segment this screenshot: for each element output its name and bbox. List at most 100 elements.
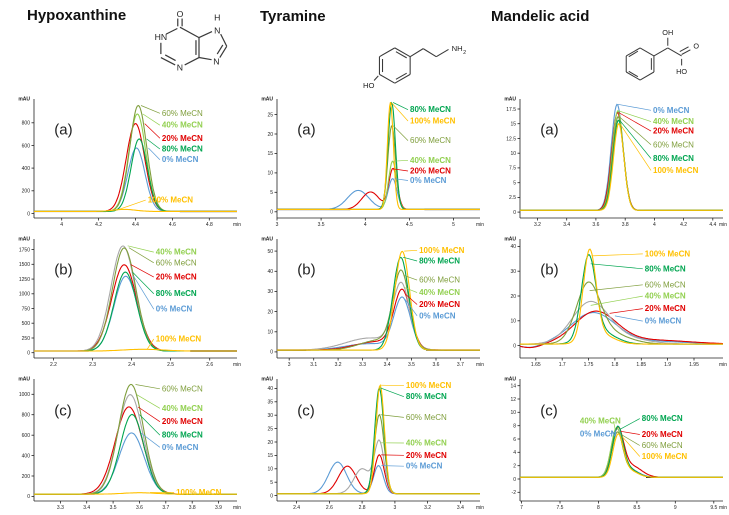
svg-text:80% MeCN: 80% MeCN	[419, 257, 460, 266]
svg-text:1.95: 1.95	[689, 362, 699, 368]
atom-label-n7: N	[214, 25, 220, 35]
svg-text:20: 20	[267, 309, 273, 315]
svg-text:(c): (c)	[540, 403, 558, 420]
svg-text:40% MeCN: 40% MeCN	[156, 248, 197, 257]
svg-text:mAU: mAU	[261, 377, 273, 383]
svg-text:3.1: 3.1	[310, 362, 317, 368]
svg-text:(b): (b)	[54, 262, 72, 279]
svg-text:40% MeCN: 40% MeCN	[645, 292, 686, 301]
svg-text:1.65: 1.65	[531, 362, 541, 368]
svg-text:4.2: 4.2	[95, 222, 102, 228]
svg-text:4: 4	[513, 450, 516, 456]
svg-text:80% MeCN: 80% MeCN	[645, 264, 686, 273]
svg-text:20% MeCN: 20% MeCN	[162, 134, 203, 143]
svg-text:3.4: 3.4	[83, 505, 90, 511]
svg-text:mAU: mAU	[504, 237, 516, 243]
svg-text:10: 10	[510, 319, 516, 325]
svg-text:0% MeCN: 0% MeCN	[410, 176, 447, 185]
svg-text:0% MeCN: 0% MeCN	[645, 317, 682, 326]
svg-text:30: 30	[510, 269, 516, 275]
svg-text:3.2: 3.2	[424, 505, 431, 511]
svg-text:2.4: 2.4	[293, 505, 300, 511]
atom-label-nh: NH	[452, 44, 463, 53]
svg-text:60% MeCN: 60% MeCN	[406, 413, 447, 422]
svg-text:15: 15	[510, 122, 516, 128]
atom-label-ho: HO	[363, 81, 375, 90]
atom-label-n1: HN	[155, 32, 168, 42]
atom-label-n3: N	[177, 63, 183, 73]
svg-text:0: 0	[513, 343, 516, 349]
svg-text:0: 0	[270, 210, 273, 216]
svg-text:20% MeCN: 20% MeCN	[419, 300, 460, 309]
svg-text:1000: 1000	[19, 392, 30, 398]
compound-title-mandelic-acid: Mandelic acid	[491, 8, 590, 25]
svg-text:0% MeCN: 0% MeCN	[580, 429, 617, 438]
svg-text:20: 20	[267, 132, 273, 138]
compound-title-hypoxanthine: Hypoxanthine	[27, 7, 127, 24]
svg-text:1.8: 1.8	[611, 362, 618, 368]
svg-text:0% MeCN: 0% MeCN	[162, 443, 199, 452]
svg-text:3.8: 3.8	[189, 505, 196, 511]
svg-text:4.6: 4.6	[169, 222, 176, 228]
svg-text:20% MeCN: 20% MeCN	[162, 417, 203, 426]
svg-text:2.8: 2.8	[359, 505, 366, 511]
chromatogram-tyramine-a: 3 3.5 4 4.5 5 0 5 10 15 20 25 mAU min 80% MeCN 100% Me…	[261, 97, 484, 229]
svg-text:2: 2	[513, 464, 516, 470]
svg-text:4.2: 4.2	[680, 222, 687, 228]
svg-text:60% MeCN: 60% MeCN	[410, 136, 451, 145]
svg-text:5: 5	[270, 480, 273, 486]
compound-title-tyramine: Tyramine	[260, 8, 326, 25]
svg-text:40% MeCN: 40% MeCN	[162, 121, 203, 130]
svg-text:0: 0	[513, 210, 516, 216]
svg-text:20% MeCN: 20% MeCN	[653, 127, 694, 136]
svg-text:3.4: 3.4	[563, 222, 570, 228]
svg-text:8.5: 8.5	[633, 505, 640, 511]
svg-text:3.9: 3.9	[215, 505, 222, 511]
svg-text:12: 12	[510, 397, 516, 403]
svg-text:30: 30	[267, 289, 273, 295]
svg-text:40: 40	[267, 386, 273, 392]
chromatogram-tyramine-b: 3 3.1 3.2 3.3 3.4 3.5 3.6 3.7 0 10 20 30 40 50 mAU min 1…	[261, 237, 484, 369]
svg-text:4: 4	[60, 222, 63, 228]
svg-text:6: 6	[513, 437, 516, 443]
svg-text:750: 750	[22, 306, 31, 312]
svg-text:min: min	[719, 362, 727, 368]
svg-text:3: 3	[288, 362, 291, 368]
svg-text:400: 400	[22, 166, 31, 172]
chromatogram-hypoxanthine-c: 3.3 3.4 3.5 3.6 3.7 3.8 3.9 0 200 400 600 800 1000 mA…	[18, 377, 241, 512]
svg-text:40% MeCN: 40% MeCN	[162, 404, 203, 413]
svg-text:4.4: 4.4	[709, 222, 716, 228]
atom-label-ho: HO	[676, 67, 687, 76]
svg-text:1250: 1250	[19, 277, 30, 283]
svg-text:3.3: 3.3	[57, 505, 64, 511]
svg-text:0: 0	[513, 477, 516, 483]
svg-text:3.5: 3.5	[408, 362, 415, 368]
svg-text:60% MeCN: 60% MeCN	[162, 384, 203, 393]
atom-label-nh-sub: 2	[463, 50, 466, 56]
svg-text:60% MeCN: 60% MeCN	[653, 140, 694, 149]
svg-text:40% MeCN: 40% MeCN	[580, 417, 621, 426]
svg-text:3.2: 3.2	[335, 362, 342, 368]
svg-text:15: 15	[267, 151, 273, 157]
svg-text:min: min	[719, 222, 727, 228]
svg-text:40: 40	[267, 269, 273, 275]
svg-text:1000: 1000	[19, 292, 30, 298]
svg-text:1.7: 1.7	[559, 362, 566, 368]
structure-hypoxanthine: O HN N H N N	[155, 9, 228, 73]
svg-text:2.6: 2.6	[326, 505, 333, 511]
svg-text:mAU: mAU	[18, 237, 30, 243]
svg-text:4.5: 4.5	[406, 222, 413, 228]
svg-text:mAU: mAU	[261, 237, 273, 243]
svg-text:200: 200	[22, 189, 31, 195]
svg-text:3.5: 3.5	[110, 505, 117, 511]
svg-text:1.85: 1.85	[636, 362, 646, 368]
chromatogram-hypoxanthine-a: 4 4.2 4.4 4.6 4.8 0 200 400 600 800 mAU min 60% MeCN…	[18, 97, 241, 229]
svg-text:(a): (a)	[540, 122, 558, 139]
svg-text:80% MeCN: 80% MeCN	[156, 289, 197, 298]
svg-text:4.4: 4.4	[132, 222, 139, 228]
svg-text:800: 800	[22, 413, 31, 419]
svg-text:8: 8	[597, 505, 600, 511]
svg-text:1750: 1750	[19, 247, 30, 253]
svg-text:(c): (c)	[54, 403, 72, 420]
svg-text:40: 40	[510, 244, 516, 250]
